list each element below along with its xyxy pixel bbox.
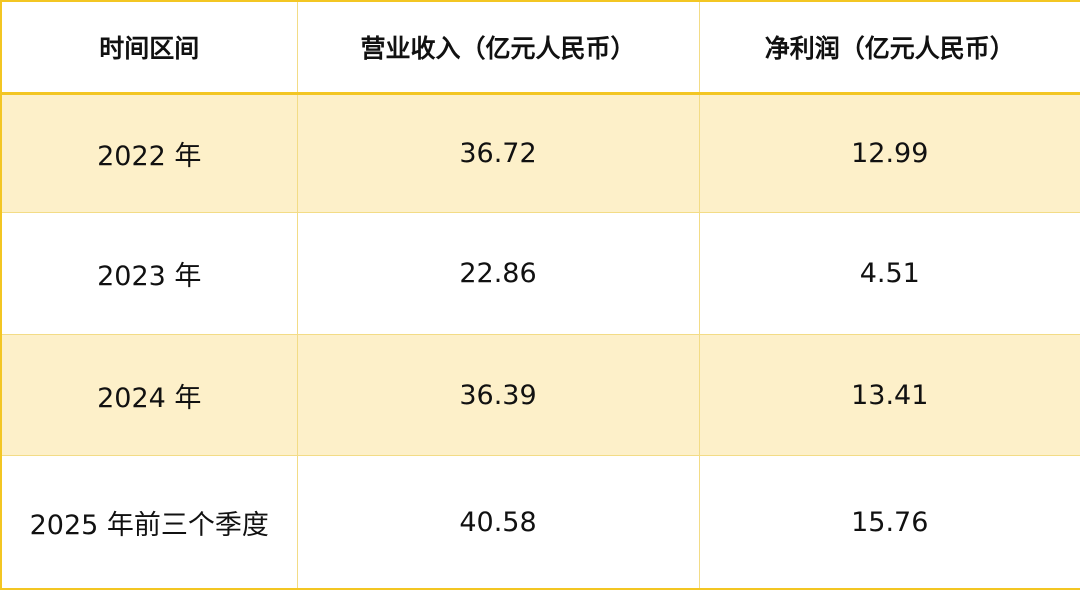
table-row: 2023 年 22.86 4.51 [0, 212, 1080, 336]
period-cell: 2024 年 [0, 334, 298, 457]
header-revenue: 营业收入（亿元人民币） [296, 0, 700, 95]
period-cell: 2025 年前三个季度 [0, 455, 298, 590]
net-profit-cell: 13.41 [698, 334, 1080, 457]
header-net-profit: 净利润（亿元人民币） [698, 0, 1080, 95]
table-row: 2024 年 36.39 13.41 [0, 334, 1080, 457]
net-profit-cell: 12.99 [698, 92, 1080, 214]
net-profit-cell: 4.51 [698, 212, 1080, 336]
revenue-cell: 40.58 [296, 455, 700, 590]
table-row: 2022 年 36.72 12.99 [0, 92, 1080, 214]
revenue-cell: 36.39 [296, 334, 700, 457]
period-cell: 2023 年 [0, 212, 298, 336]
period-cell: 2022 年 [0, 92, 298, 214]
revenue-cell: 22.86 [296, 212, 700, 336]
revenue-cell: 36.72 [296, 92, 700, 214]
header-row: 时间区间 营业收入（亿元人民币） 净利润（亿元人民币） [0, 0, 1080, 95]
header-period: 时间区间 [0, 0, 298, 95]
table-row: 2025 年前三个季度 40.58 15.76 [0, 455, 1080, 590]
net-profit-cell: 15.76 [698, 455, 1080, 590]
